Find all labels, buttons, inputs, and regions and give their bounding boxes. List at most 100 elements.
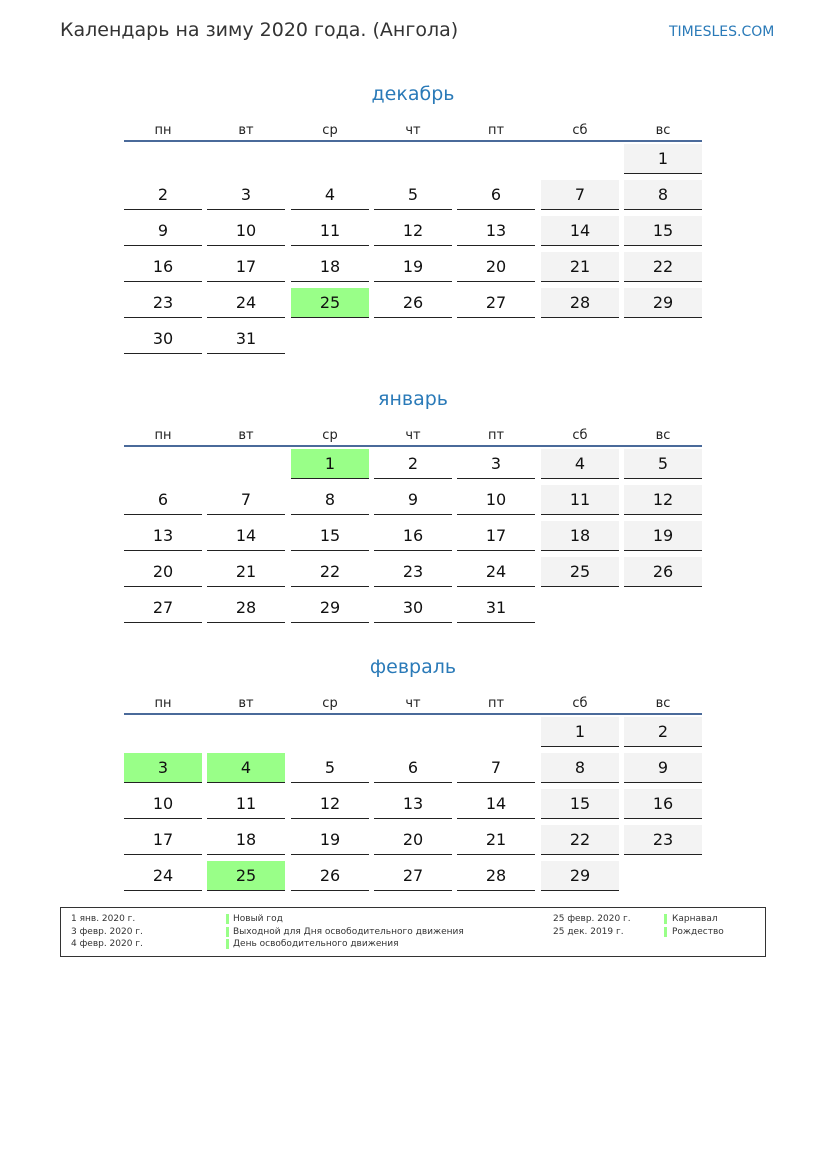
day-cell[interactable]: 4 (541, 449, 619, 479)
day-cell[interactable]: 13 (124, 521, 202, 551)
day-cell[interactable]: 9 (374, 485, 452, 515)
day-cell[interactable]: 21 (457, 825, 535, 855)
day-cell[interactable]: 31 (207, 324, 285, 354)
day-cell[interactable]: 9 (124, 216, 202, 246)
day-cell[interactable]: 23 (624, 825, 702, 855)
day-cell[interactable]: 3 (457, 449, 535, 479)
day-cell[interactable]: 25 (541, 557, 619, 587)
day-cell[interactable]: 6 (457, 180, 535, 210)
day-cell[interactable]: 14 (541, 216, 619, 246)
day-cell[interactable]: 2 (374, 449, 452, 479)
day-cell[interactable]: 30 (374, 593, 452, 623)
day-cell[interactable]: 15 (541, 789, 619, 819)
day-cell[interactable]: 27 (374, 861, 452, 891)
weekday-label: ср (322, 696, 338, 711)
day-cell[interactable]: 25 (291, 288, 369, 318)
day-cell[interactable]: 20 (457, 252, 535, 282)
day-cell[interactable]: 24 (124, 861, 202, 891)
day-cell[interactable]: 5 (374, 180, 452, 210)
day-cell[interactable]: 14 (207, 521, 285, 551)
day-cell[interactable]: 13 (457, 216, 535, 246)
day-cell[interactable]: 8 (624, 180, 702, 210)
day-cell[interactable]: 18 (207, 825, 285, 855)
holiday-marker (226, 926, 229, 937)
day-cell[interactable]: 5 (291, 753, 369, 783)
day-cell[interactable]: 15 (624, 216, 702, 246)
weekday-label: пт (487, 123, 505, 138)
weekday-label: пт (487, 428, 505, 443)
day-cell[interactable]: 23 (124, 288, 202, 318)
day-cell[interactable]: 24 (207, 288, 285, 318)
day-cell[interactable]: 8 (541, 753, 619, 783)
day-cell[interactable]: 7 (541, 180, 619, 210)
holiday-marker (226, 939, 229, 949)
day-cell[interactable]: 12 (374, 216, 452, 246)
day-cell[interactable]: 5 (624, 449, 702, 479)
day-cell[interactable]: 28 (457, 861, 535, 891)
day-cell[interactable]: 27 (457, 288, 535, 318)
day-cell[interactable]: 19 (291, 825, 369, 855)
day-cell[interactable]: 20 (374, 825, 452, 855)
day-cell[interactable]: 29 (624, 288, 702, 318)
day-cell[interactable]: 10 (207, 216, 285, 246)
day-cell[interactable]: 27 (124, 593, 202, 623)
day-cell[interactable]: 6 (124, 485, 202, 515)
day-cell[interactable]: 23 (374, 557, 452, 587)
day-cell[interactable]: 9 (624, 753, 702, 783)
day-cell[interactable]: 17 (124, 825, 202, 855)
day-cell[interactable]: 21 (541, 252, 619, 282)
day-cell[interactable]: 16 (374, 521, 452, 551)
day-cell[interactable]: 22 (541, 825, 619, 855)
day-cell[interactable]: 13 (374, 789, 452, 819)
day-cell[interactable]: 15 (291, 521, 369, 551)
day-cell[interactable]: 26 (374, 288, 452, 318)
day-cell[interactable]: 3 (207, 180, 285, 210)
day-cell[interactable]: 11 (291, 216, 369, 246)
day-cell[interactable]: 12 (291, 789, 369, 819)
day-cell[interactable]: 7 (457, 753, 535, 783)
day-cell[interactable]: 25 (207, 861, 285, 891)
day-cell[interactable]: 22 (291, 557, 369, 587)
day-cell[interactable]: 18 (291, 252, 369, 282)
site-link[interactable]: TIMESLES.COM (669, 24, 775, 40)
day-cell[interactable]: 2 (624, 717, 702, 747)
day-cell[interactable]: 28 (207, 593, 285, 623)
day-cell[interactable]: 19 (624, 521, 702, 551)
legend-date: 1 янв. 2020 г. (71, 914, 136, 924)
day-cell[interactable]: 12 (624, 485, 702, 515)
day-cell[interactable]: 1 (291, 449, 369, 479)
day-cell[interactable]: 7 (207, 485, 285, 515)
day-cell[interactable]: 26 (291, 861, 369, 891)
day-cell[interactable]: 3 (124, 753, 202, 783)
day-cell[interactable]: 1 (624, 144, 702, 174)
day-cell[interactable]: 17 (207, 252, 285, 282)
day-cell[interactable]: 21 (207, 557, 285, 587)
day-cell[interactable]: 10 (457, 485, 535, 515)
day-cell[interactable]: 14 (457, 789, 535, 819)
day-cell[interactable]: 1 (541, 717, 619, 747)
day-cell[interactable]: 31 (457, 593, 535, 623)
day-cell[interactable]: 8 (291, 485, 369, 515)
day-cell[interactable]: 11 (541, 485, 619, 515)
day-cell[interactable]: 20 (124, 557, 202, 587)
day-cell[interactable]: 16 (624, 789, 702, 819)
day-cell[interactable]: 22 (624, 252, 702, 282)
day-cell[interactable]: 17 (457, 521, 535, 551)
day-cell[interactable]: 16 (124, 252, 202, 282)
day-cell[interactable]: 26 (624, 557, 702, 587)
day-cell[interactable]: 2 (124, 180, 202, 210)
day-cell[interactable]: 11 (207, 789, 285, 819)
day-cell[interactable]: 19 (374, 252, 452, 282)
day-cell[interactable]: 29 (541, 861, 619, 891)
day-cell[interactable]: 6 (374, 753, 452, 783)
day-cell[interactable]: 30 (124, 324, 202, 354)
day-cell[interactable]: 18 (541, 521, 619, 551)
weekday-label: вс (655, 123, 671, 138)
day-cell[interactable]: 4 (207, 753, 285, 783)
day-cell[interactable]: 4 (291, 180, 369, 210)
day-cell[interactable]: 28 (541, 288, 619, 318)
day-cell[interactable]: 10 (124, 789, 202, 819)
legend-name: Карнавал (672, 914, 718, 924)
day-cell[interactable]: 24 (457, 557, 535, 587)
day-cell[interactable]: 29 (291, 593, 369, 623)
